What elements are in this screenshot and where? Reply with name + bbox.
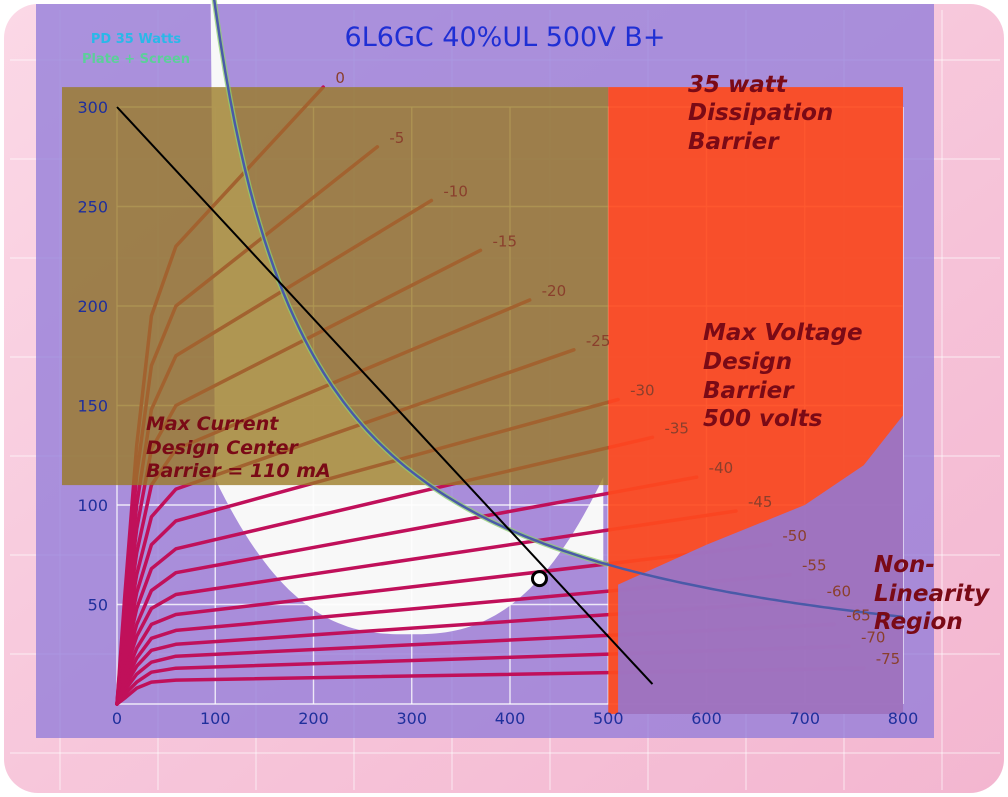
curve-label: -10: [443, 183, 468, 201]
curve-label: -50: [782, 527, 807, 545]
non-linearity-region: [618, 415, 903, 714]
load-line: [116, 106, 654, 685]
x-tick-label: 300: [396, 709, 427, 728]
x-tick-label: 700: [789, 709, 820, 728]
max-voltage-label-line2: Design: [703, 349, 792, 375]
dissipation-label-line1: 35 watt: [688, 72, 788, 98]
curve-label: -45: [748, 493, 773, 511]
y-tick-label: 50: [88, 596, 108, 615]
max-current-label-line1: Max Current: [146, 413, 279, 435]
non-linearity-label-line1: Non-: [874, 552, 935, 578]
x-tick-label: 0: [112, 709, 122, 728]
non-linearity-label-line2: Linearity: [874, 581, 990, 607]
dissipation-curve: [213, 0, 904, 619]
plate-curve: [115, 644, 851, 706]
y-axis-ticks: 50 100 150 200 250 300: [77, 98, 108, 615]
curve-label: -15: [493, 232, 518, 250]
curve-label: -35: [664, 419, 689, 437]
y-tick-label: 300: [77, 98, 108, 117]
curve-label: -60: [827, 583, 852, 601]
curve-label: -5: [389, 129, 404, 147]
curve-label: 0: [335, 69, 345, 87]
x-tick-label: 500: [593, 709, 624, 728]
plate-curve: [115, 622, 836, 706]
curve-labels: 0 -5 -10 -15 -20 -25 -30 -35 -40 -45 -50 -55-60 -65 -…: [335, 69, 900, 668]
curve-label: -20: [542, 282, 567, 300]
x-tick-label: 400: [495, 709, 526, 728]
curve-label: -65: [846, 606, 871, 624]
x-axis-ticks: 0 100 200 300 400 500 600 700 800: [112, 709, 918, 728]
x-tick-label: 200: [298, 709, 329, 728]
max-voltage-label-line3: Barrier: [703, 378, 795, 404]
y-tick-label: 200: [77, 297, 108, 316]
y-tick-label: 150: [77, 397, 108, 416]
non-linearity-label-line3: Region: [874, 609, 963, 635]
curve-label: -30: [630, 382, 655, 400]
max-current-region: [62, 87, 609, 486]
curve-label: -75: [876, 650, 901, 668]
plate-curve: [115, 666, 866, 706]
x-tick-label: 800: [888, 709, 919, 728]
curve-label: -25: [586, 332, 611, 350]
chart-title: 6L6GC 40%UL 500V B+: [345, 22, 666, 53]
x-tick-label: 600: [691, 709, 722, 728]
max-current-label-line2: Design Center: [146, 437, 300, 459]
x-tick-label: 100: [200, 709, 231, 728]
max-voltage-label-line1: Max Voltage: [703, 320, 863, 346]
pd-label-line2: Plate + Screen: [82, 52, 190, 67]
curve-label: -40: [709, 459, 734, 477]
dissipation-label-line3: Barrier: [688, 129, 780, 155]
max-voltage-label-line4: 500 volts: [703, 406, 822, 432]
pd-label-line1: PD 35 Watts: [91, 32, 182, 47]
y-tick-label: 250: [77, 198, 108, 217]
y-tick-label: 100: [77, 496, 108, 515]
dissipation-label-line2: Dissipation: [688, 100, 833, 126]
operating-point: [530, 570, 548, 588]
curve-label: -70: [861, 628, 886, 646]
max-current-label-line3: Barrier = 110 mA: [146, 460, 331, 482]
curve-label: -55: [802, 557, 827, 575]
